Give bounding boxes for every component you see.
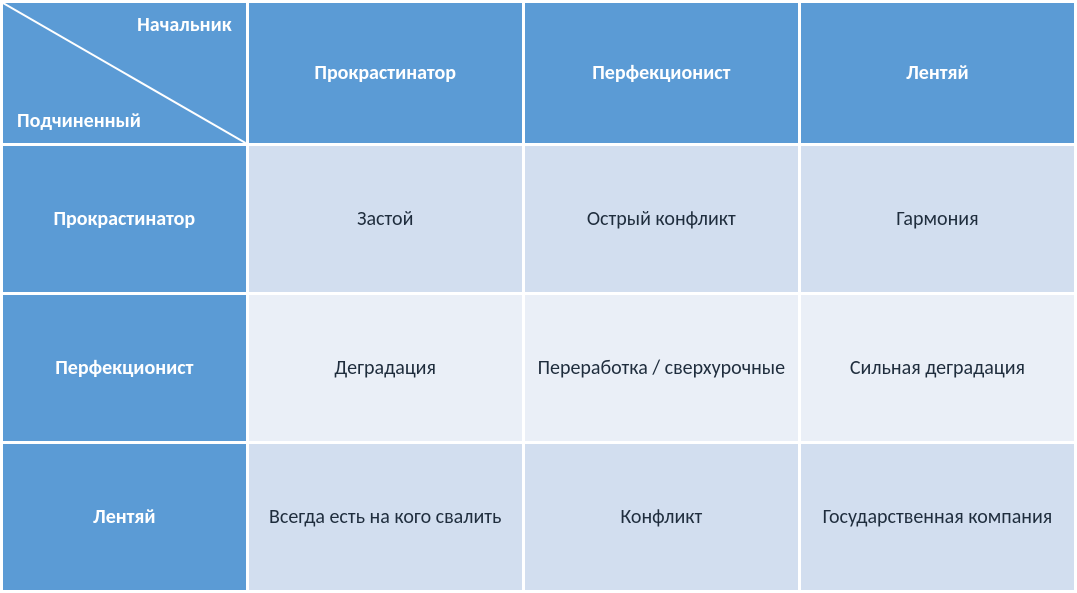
row-header: Лентяй	[3, 444, 246, 590]
row-header: Перфекционист	[3, 295, 246, 441]
matrix-table: Начальник Подчиненный Прокрастинатор Пер…	[0, 0, 1077, 593]
data-cell: Государственная компания	[801, 444, 1074, 590]
table-row: Перфекционист Деградация Переработка / с…	[3, 295, 1074, 441]
corner-top-label: Начальник	[137, 13, 231, 37]
corner-bottom-label: Подчиненный	[17, 109, 141, 133]
corner-cell: Начальник Подчиненный	[3, 3, 246, 143]
column-header: Перфекционист	[525, 3, 798, 143]
column-header: Прокрастинатор	[249, 3, 522, 143]
row-header: Прокрастинатор	[3, 146, 246, 292]
data-cell: Гармония	[801, 146, 1074, 292]
column-header: Лентяй	[801, 3, 1074, 143]
table-row: Лентяй Всегда есть на кого свалить Конфл…	[3, 444, 1074, 590]
data-cell: Конфликт	[525, 444, 798, 590]
data-cell: Всегда есть на кого свалить	[249, 444, 522, 590]
table-row: Прокрастинатор Застой Острый конфликт Га…	[3, 146, 1074, 292]
data-cell: Деградация	[249, 295, 522, 441]
header-row: Начальник Подчиненный Прокрастинатор Пер…	[3, 3, 1074, 143]
data-cell: Застой	[249, 146, 522, 292]
data-cell: Острый конфликт	[525, 146, 798, 292]
data-cell: Сильная деградация	[801, 295, 1074, 441]
data-cell: Переработка / сверхурочные	[525, 295, 798, 441]
